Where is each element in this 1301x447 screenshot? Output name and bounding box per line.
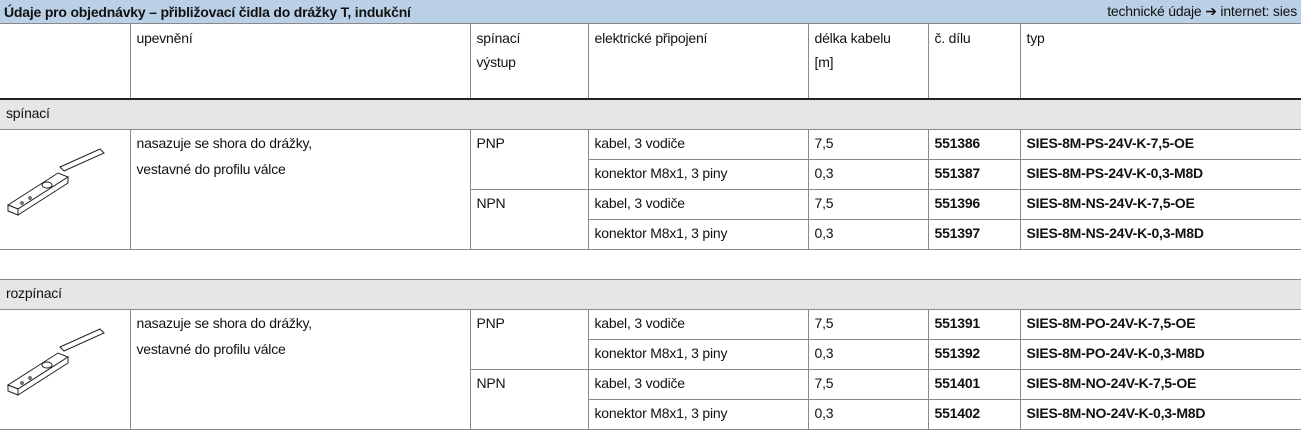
part-number-cell: 551396 (927, 188, 1021, 220)
section-row: spínací (0, 98, 1301, 130)
sensor-icon (6, 148, 105, 216)
data-row: konektor M8x1, 3 piny 0,3 551397 SIES-8M-NS… (0, 218, 1301, 250)
output-cell: NPN (470, 368, 589, 430)
header-row: upevnění spínací výstup elektrické připojen… (0, 24, 1301, 100)
length-cell: 0,3 (807, 338, 929, 370)
title-note: technické údaje ➔ internet: sies (1107, 3, 1297, 19)
header-cell: elektrické připojení (587, 24, 809, 100)
header-text: elektrické připojení (594, 30, 708, 46)
connection-cell: konektor M8x1, 3 piny (588, 218, 809, 250)
part-number-cell: 551387 (927, 158, 1021, 190)
spacer-row (0, 248, 1301, 280)
data-row: konektor M8x1, 3 piny 0,3 551402 SIES-8M-NO… (0, 398, 1301, 430)
header-text: upevnění (136, 30, 193, 46)
section-row: rozpínací (0, 278, 1301, 310)
length-cell: 7,5 (807, 128, 929, 160)
header-text: [m] (814, 54, 834, 70)
connection-cell: konektor M8x1, 3 piny (588, 158, 809, 190)
header-cell: délka kabelu [m] (807, 24, 929, 100)
header-text: délka kabelu (814, 30, 891, 46)
header-text: č. dílu (934, 30, 971, 46)
header-cell: typ (1019, 24, 1301, 100)
header-cell: č. dílu (927, 24, 1021, 100)
header-text: spínací (476, 30, 521, 46)
part-number-cell: 551401 (927, 368, 1021, 400)
header-cell (0, 24, 131, 100)
part-number-cell: 551392 (927, 338, 1021, 370)
output-cell: PNP (469, 308, 589, 370)
connection-cell: kabel, 3 vodiče (587, 128, 809, 160)
data-row: konektor M8x1, 3 piny 0,3 551392 SIES-8M-PO… (0, 338, 1301, 370)
header-cell: upevnění (129, 24, 471, 100)
mounting-cell: nasazuje se shora do drážky, vestavné do … (129, 128, 471, 250)
header-cell: spínací výstup (469, 24, 589, 100)
type-cell: SIES-8M-NS-24V-K-0,3-M8D (1019, 218, 1301, 250)
header-text: výstup (476, 54, 516, 70)
type-cell: SIES-8M-NS-24V-K-7,5-OE (1019, 188, 1301, 220)
data-row: nasazuje se shora do drážky, vestavné do … (0, 128, 1301, 250)
data-row: nasazuje se shora do drážky, vestavné do … (0, 308, 1301, 430)
order-table: upevnění spínací výstup elektrické připojen… (0, 24, 1301, 430)
length-cell: 0,3 (807, 398, 929, 430)
part-number-cell: 551402 (927, 398, 1021, 430)
mounting-cell: nasazuje se shora do drážky, vestavné do … (129, 308, 471, 430)
mounting-text: vestavné do profilu válce (136, 160, 286, 177)
mounting-text: nasazuje se shora do drážky, (136, 314, 313, 331)
part-number-cell: 551391 (927, 308, 1021, 340)
part-number-cell: 551397 (927, 218, 1021, 250)
type-cell: SIES-8M-NO-24V-K-7,5-OE (1019, 368, 1301, 400)
output-cell: PNP (469, 128, 589, 190)
connection-cell: kabel, 3 vodiče (587, 368, 809, 400)
type-cell: SIES-8M-PO-24V-K-0,3-M8D (1019, 338, 1301, 370)
section-title: spínací (0, 98, 1301, 130)
length-cell: 7,5 (807, 368, 929, 400)
title: Údaje pro objednávky – přibližovací čidl… (4, 3, 411, 20)
type-cell: SIES-8M-PO-24V-K-7,5-OE (1019, 308, 1301, 340)
length-cell: 0,3 (807, 218, 929, 250)
connection-cell: konektor M8x1, 3 piny (588, 338, 809, 370)
connection-cell: kabel, 3 vodiče (587, 308, 809, 340)
connection-cell: kabel, 3 vodiče (587, 188, 809, 220)
mounting-text: nasazuje se shora do drážky, (136, 134, 313, 151)
section-title: rozpínací (0, 278, 1301, 310)
connection-cell: konektor M8x1, 3 piny (588, 398, 809, 430)
mounting-text: vestavné do profilu válce (136, 340, 286, 357)
length-cell: 7,5 (807, 188, 929, 220)
type-cell: SIES-8M-PS-24V-K-7,5-OE (1019, 128, 1301, 160)
spacer-cell (0, 248, 1301, 280)
sensor-icon (6, 328, 105, 396)
type-cell: SIES-8M-PS-24V-K-0,3-M8D (1019, 158, 1301, 190)
output-cell: NPN (470, 188, 589, 250)
type-cell: SIES-8M-NO-24V-K-0,3-M8D (1019, 398, 1301, 430)
header-text: typ (1026, 30, 1045, 46)
image-cell (0, 128, 131, 250)
title-bar: Údaje pro objednávky – přibližovací čidl… (0, 0, 1301, 24)
part-number-cell: 551386 (927, 128, 1021, 160)
length-cell: 7,5 (807, 308, 929, 340)
data-row: NPN kabel, 3 vodiče 7,5 551396 SIES-8M-NS-24… (0, 188, 1301, 250)
length-cell: 0,3 (807, 158, 929, 190)
image-cell (0, 308, 131, 430)
